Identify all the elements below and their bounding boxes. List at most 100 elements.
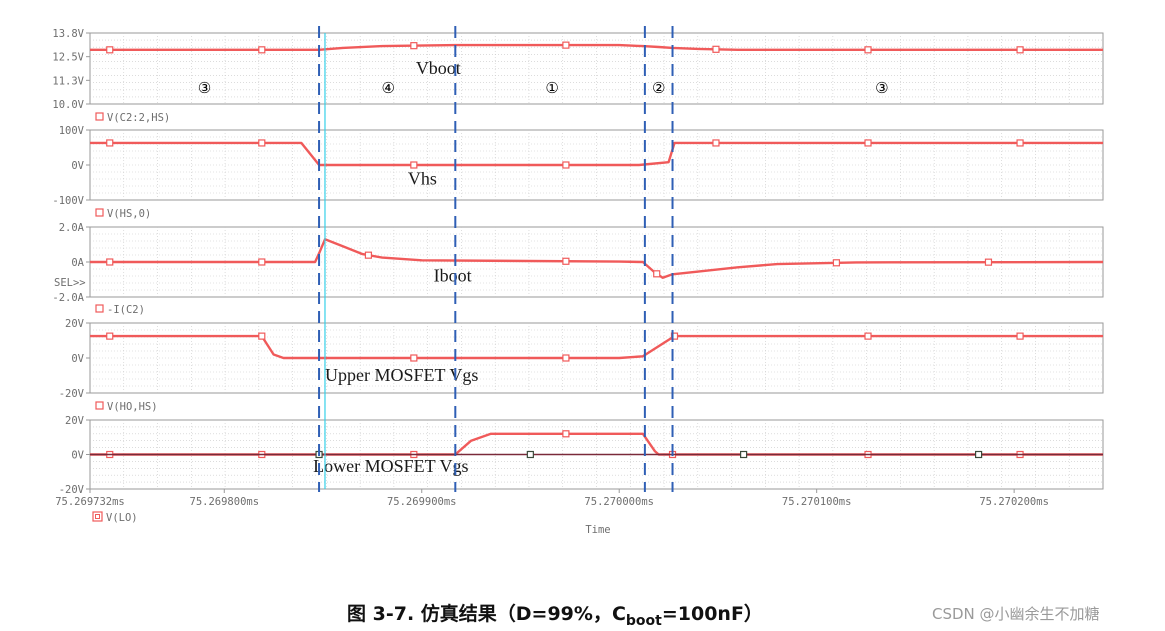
- caption-prefix: 图 3-7. 仿真结果（D=99%，C: [347, 602, 626, 625]
- series-marker: [1016, 332, 1024, 340]
- series-marker: [410, 354, 418, 362]
- y-tick-label: 0V: [71, 160, 84, 172]
- x-tick-label: 75.269732ms: [55, 496, 125, 508]
- y-tick-label: 10.0V: [52, 99, 84, 111]
- panel-annotation: Vboot: [416, 58, 461, 78]
- trace-legend-marker-icon: [95, 304, 104, 313]
- y-tick-label: 0A: [71, 257, 84, 269]
- y-tick-label: -20V: [59, 388, 85, 400]
- series-marker: [832, 259, 841, 267]
- series-marker: [562, 161, 570, 169]
- y-tick-label: -20V: [59, 484, 85, 496]
- series-marker: [258, 139, 266, 147]
- y-tick-label: -2.0A: [52, 292, 84, 304]
- series-marker: [1016, 46, 1024, 54]
- trace-legend-label: V(HO,HS): [107, 401, 158, 413]
- series-marker: [526, 450, 534, 459]
- x-tick-label: 75.270100ms: [782, 496, 852, 508]
- trace-legend-label: V(C2:2,HS): [107, 112, 170, 124]
- panel-2: 100V 0V -100V V(C2:2,HS) Vhs: [52, 112, 1104, 207]
- caption-suffix: =100nF）: [662, 602, 763, 625]
- series-marker: [653, 270, 661, 278]
- series-marker: [864, 139, 872, 147]
- series-marker: [106, 139, 114, 147]
- trace-legend: V(C2:2,HS): [95, 112, 170, 124]
- x-tick-label: 75.269900ms: [387, 496, 457, 508]
- trace-legend-marker-icon: [95, 208, 104, 217]
- x-tick-label: 75.270200ms: [979, 496, 1049, 508]
- y-tick-label: 11.3V: [52, 75, 84, 87]
- bottom-legend: V(LO): [92, 511, 138, 524]
- series-line: [90, 238, 1104, 279]
- series-marker: [984, 258, 993, 266]
- series-1: [90, 238, 1104, 279]
- watermark: CSDN @小幽余生不加糖: [932, 605, 1100, 623]
- series-marker: [562, 257, 570, 265]
- series-marker: [258, 258, 266, 266]
- series-line: [90, 141, 1103, 167]
- y-tick-label: 0V: [71, 450, 84, 462]
- series-marker: [974, 450, 983, 459]
- series-marker: [562, 41, 570, 49]
- trace-legend: -I(C2): [95, 304, 145, 316]
- x-axis: 75.269732ms 75.269800ms 75.269900ms 75.2700…: [55, 489, 1049, 508]
- y-tick-label: 13.8V: [52, 28, 84, 40]
- panel-5: 20V 0V -20V V(HO,HS) Lower MOSFET Vgs: [59, 401, 1104, 496]
- series-marker: [364, 251, 373, 259]
- series-marker: [740, 450, 748, 459]
- trace-legend-marker-icon: [95, 401, 104, 410]
- y-tick-label: 20V: [65, 318, 85, 330]
- y-tick-label: 20V: [65, 415, 85, 427]
- series-marker: [106, 332, 114, 340]
- selection-indicator: SEL>>: [54, 277, 86, 289]
- x-axis-label: Time: [585, 524, 610, 536]
- series-marker: [712, 45, 720, 53]
- phase-label: ①: [545, 79, 558, 97]
- series-marker: [410, 161, 418, 169]
- bottom-legend-inner-marker-icon: [95, 514, 100, 519]
- series-marker: [106, 258, 114, 266]
- panel-3: 2.0A 0A -2.0A SEL>> V(HS,0) Iboot: [52, 208, 1104, 304]
- trace-legend-label: V(HS,0): [107, 208, 151, 220]
- panel-1: 13.8V 12.5V 11.3V 10.0V Vboot: [52, 28, 1104, 111]
- panel-annotation: Lower MOSFET Vgs: [313, 456, 468, 476]
- trace-legend-marker-icon: [95, 112, 104, 121]
- series-1: [90, 139, 1103, 169]
- x-tick-label: 75.270000ms: [584, 496, 654, 508]
- series-marker: [410, 42, 418, 50]
- phase-label: ②: [652, 79, 665, 97]
- bottom-legend-label: V(LO): [106, 512, 138, 524]
- panel-4: 20V 0V -20V -I(C2) Upper MOSFET Vgs: [59, 304, 1104, 400]
- phase-label: ③: [198, 79, 211, 97]
- phase-label: ③: [875, 79, 888, 97]
- x-tick-label: 75.269800ms: [190, 496, 260, 508]
- trace-legend-label: -I(C2): [107, 304, 145, 316]
- series-marker: [712, 139, 720, 147]
- panel-annotation: Iboot: [434, 265, 472, 285]
- caption-subscript: boot: [626, 613, 662, 629]
- panel-annotation: Upper MOSFET Vgs: [325, 365, 478, 385]
- series-marker: [670, 332, 679, 340]
- bottom-legend-marker-icon: [92, 511, 103, 522]
- series-marker: [562, 354, 570, 362]
- trace-legend: V(HS,0): [95, 208, 151, 220]
- y-tick-label: 100V: [59, 125, 85, 137]
- series-marker: [864, 46, 872, 54]
- phase-lines-layer: [318, 26, 674, 492]
- series-marker: [1016, 139, 1024, 147]
- y-tick-label: 2.0A: [59, 222, 85, 234]
- y-tick-label: 0V: [71, 353, 84, 365]
- series-marker: [864, 332, 872, 340]
- series-1: [90, 332, 1103, 362]
- y-tick-label: -100V: [52, 195, 84, 207]
- series-marker: [258, 332, 266, 340]
- y-tick-label: 12.5V: [52, 52, 84, 64]
- phase-label: ④: [381, 79, 394, 97]
- series-marker: [258, 46, 266, 54]
- series-marker: [562, 430, 570, 438]
- trace-legend: V(HO,HS): [95, 401, 158, 413]
- panel-annotation: Vhs: [408, 168, 437, 188]
- figure-caption: 图 3-7. 仿真结果（D=99%，Cboot=100nF）: [347, 602, 763, 629]
- series-marker: [106, 46, 114, 54]
